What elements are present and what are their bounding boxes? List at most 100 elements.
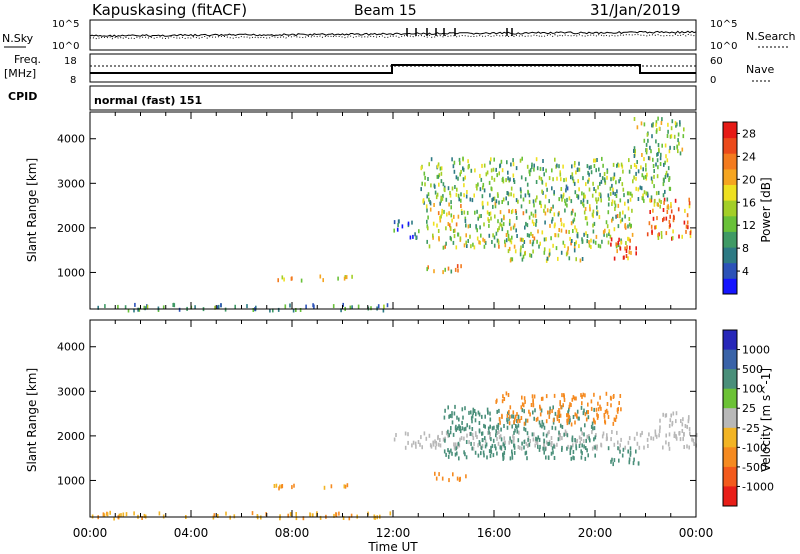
heatmap-cell (495, 231, 498, 236)
heatmap-cell (533, 394, 536, 399)
heatmap-cell (524, 177, 527, 182)
heatmap-cell (146, 304, 149, 309)
heatmap-cell (565, 184, 568, 189)
heatmap-cell (519, 187, 522, 192)
heatmap-cell (693, 442, 695, 446)
heatmap-cell (523, 409, 525, 414)
heatmap-cell (596, 446, 598, 451)
heatmap-cell (315, 512, 318, 517)
heatmap-cell (633, 149, 635, 153)
heatmap-cell (546, 431, 549, 436)
heatmap-cell (454, 267, 457, 272)
heatmap-cell (323, 485, 326, 490)
heatmap-cell (589, 438, 591, 443)
heatmap-cell (663, 178, 665, 183)
heatmap-cell (415, 236, 417, 240)
noise-search-label: N.Search (746, 30, 796, 43)
heatmap-cell (511, 414, 513, 419)
heatmap-cell (541, 419, 544, 424)
heatmap-cell (277, 307, 280, 312)
heatmap-cell (673, 431, 676, 436)
heatmap-cell (475, 183, 478, 188)
heatmap-cell (543, 208, 545, 213)
heatmap-cell (582, 201, 584, 206)
heatmap-cell (528, 169, 531, 174)
heatmap-cell (484, 444, 487, 449)
heatmap-cell (278, 486, 280, 491)
heatmap-cell (457, 214, 460, 219)
heatmap-cell (559, 436, 561, 441)
heatmap-cell (612, 190, 614, 195)
heatmap-cell (559, 170, 561, 175)
heatmap-cell (669, 134, 672, 139)
heatmap-cell (513, 430, 515, 435)
cpid-label: CPID (8, 90, 37, 103)
heatmap-cell (574, 420, 576, 425)
heatmap-cell (571, 164, 573, 169)
heatmap-cell (401, 224, 404, 229)
heatmap-cell (420, 435, 422, 440)
heatmap-cell (513, 223, 516, 228)
heatmap-cell (647, 138, 649, 143)
heatmap-cell (674, 121, 677, 126)
heatmap-cell (616, 243, 619, 248)
heatmap-cell (437, 434, 439, 439)
heatmap-cell (633, 117, 636, 121)
heatmap-cell (448, 450, 451, 455)
heatmap-cell (475, 412, 477, 417)
heatmap-cell (548, 248, 551, 253)
heatmap-cell (631, 208, 633, 213)
heatmap-cell (474, 168, 476, 173)
heatmap-cell (598, 167, 600, 172)
heatmap-cell (482, 450, 485, 455)
heatmap-cell (134, 302, 136, 307)
heatmap-cell (508, 416, 510, 421)
heatmap-cell (552, 243, 554, 248)
heatmap-cell (513, 180, 516, 184)
heatmap-cell (543, 250, 546, 255)
heatmap-cell (674, 198, 677, 203)
heatmap-cell (649, 198, 651, 203)
heatmap-cell (578, 435, 581, 440)
heatmap-cell (523, 396, 526, 401)
heatmap-cell (483, 244, 486, 249)
colorbar-tick-label: 28 (742, 127, 756, 140)
heatmap-cell (640, 121, 643, 126)
heatmap-cell (597, 197, 600, 202)
heatmap-cell (512, 414, 515, 419)
heatmap-cell (493, 157, 495, 162)
heatmap-cell (522, 197, 525, 202)
heatmap-cell (542, 159, 544, 163)
heatmap-cell (498, 408, 500, 413)
heatmap-cell (540, 408, 543, 413)
heatmap-cell (613, 442, 616, 447)
heatmap-cell (620, 437, 622, 442)
heatmap-cell (502, 176, 504, 181)
heatmap-cell (497, 228, 499, 233)
heatmap-cell (633, 175, 635, 180)
heatmap-cell (600, 406, 602, 411)
heatmap-cell (103, 513, 106, 518)
heatmap-cell (524, 193, 527, 198)
heatmap-cell (542, 190, 544, 195)
heatmap-cell (581, 191, 583, 196)
heatmap-cell (545, 455, 547, 460)
heatmap-cell (484, 240, 487, 245)
heatmap-cell (492, 204, 494, 209)
heatmap-cell (573, 248, 576, 253)
heatmap-cell (600, 198, 602, 203)
heatmap-cell (522, 211, 525, 216)
heatmap-cell (450, 213, 453, 218)
heatmap-cell (572, 219, 574, 224)
heatmap-cell (568, 196, 571, 201)
heatmap-cell (552, 418, 555, 423)
freq-trace (90, 64, 696, 74)
heatmap-cell (435, 476, 438, 481)
heatmap-cell (462, 156, 464, 161)
heatmap-cell (604, 420, 607, 425)
heatmap-cell (407, 221, 410, 226)
heatmap-cell (637, 169, 640, 174)
heatmap-cell (509, 258, 512, 263)
heatmap-cell (659, 204, 661, 209)
heatmap-cell (429, 207, 432, 212)
